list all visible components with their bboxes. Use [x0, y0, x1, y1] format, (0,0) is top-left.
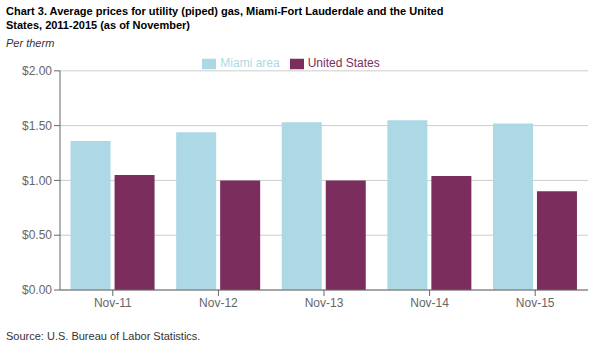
html-text:Chart 3. Average prices for ut: Chart 3. Average prices for utility (pip… [6, 5, 444, 17]
svg-text:Nov-14: Nov-14 [410, 296, 449, 310]
svg-text:$1.50: $1.50 [22, 119, 52, 133]
html-text:Source: U.S. Bureau of Labor S: Source: U.S. Bureau of Labor Statistics. [6, 330, 201, 342]
html-text:Miami area: Miami area [220, 56, 280, 70]
svg-text:$1.00: $1.00 [22, 174, 52, 188]
svg-text:$0.50: $0.50 [22, 228, 52, 242]
svg-text:Nov-13: Nov-13 [305, 296, 344, 310]
svg-text:Nov-15: Nov-15 [516, 296, 555, 310]
html-text:Per therm: Per therm [6, 37, 55, 49]
html-text:United States: United States [307, 56, 380, 70]
svg-text:Nov-12: Nov-12 [199, 296, 238, 310]
svg-text:Nov-11: Nov-11 [94, 296, 132, 310]
svg-text:$0.00: $0.00 [22, 283, 52, 297]
svg-text:$2.00: $2.00 [22, 64, 52, 78]
html-text:States, 2011-2015 (as of Novem: States, 2011-2015 (as of November) [6, 19, 190, 31]
